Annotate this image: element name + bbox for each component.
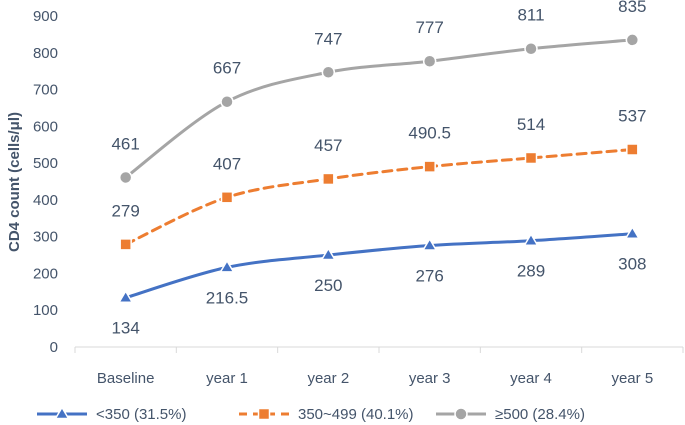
y-tick-label: 500 — [33, 155, 58, 172]
legend-marker — [54, 406, 70, 420]
legend-item-3: ≥500 (28.4%) — [436, 406, 585, 423]
data-label: 279 — [111, 201, 139, 220]
data-point — [118, 290, 133, 303]
data-label: 250 — [314, 276, 342, 295]
legend-marker — [454, 407, 468, 421]
x-tick-label: year 2 — [307, 370, 349, 387]
y-axis-label: CD4 count (cells/μl) — [6, 112, 23, 252]
axes: 0 100 200 300 400 500 600 700 800 900 Baseline year… — [33, 8, 684, 387]
data-point — [625, 226, 640, 239]
legend: <350 (31.5%) 350~499 (40.1%) ≥500 (28.4%) — [37, 406, 585, 423]
data-label: 457 — [314, 136, 342, 155]
y-tick-label: 200 — [33, 265, 58, 282]
y-tick-label: 700 — [33, 82, 58, 99]
y-tick-label: 900 — [33, 8, 58, 25]
data-point — [321, 65, 336, 80]
series-line — [124, 148, 634, 246]
legend-label: 350~499 (40.1%) — [298, 406, 414, 423]
data-label: 811 — [517, 6, 544, 25]
data-label: 461 — [111, 134, 139, 153]
x-tick-label: year 4 — [510, 370, 552, 387]
series-line — [124, 232, 634, 300]
data-point — [422, 238, 437, 251]
data-point — [220, 191, 234, 204]
series-2 — [119, 143, 639, 251]
series-line — [124, 38, 634, 179]
data-point — [423, 160, 436, 173]
x-tick-label: year 1 — [206, 370, 248, 387]
y-tick-label: 800 — [33, 45, 58, 62]
data-point — [524, 151, 538, 165]
data-point — [524, 41, 538, 56]
series-layer — [118, 33, 640, 303]
y-tick-label: 600 — [33, 118, 58, 135]
data-label: 835 — [618, 0, 646, 16]
x-tick-label: year 3 — [409, 370, 451, 387]
data-point — [220, 94, 234, 109]
data-label: 289 — [517, 262, 545, 281]
data-label: 134 — [111, 319, 139, 338]
data-label: 490.5 — [408, 124, 451, 143]
data-point — [219, 260, 235, 273]
data-point — [119, 238, 132, 251]
legend-label: <350 (31.5%) — [96, 406, 186, 423]
series-1 — [118, 226, 640, 303]
data-label: 667 — [213, 59, 241, 78]
data-point — [118, 170, 133, 185]
data-label: 537 — [618, 107, 646, 126]
data-point — [625, 33, 640, 47]
data-label: 407 — [213, 154, 241, 173]
legend-marker — [257, 407, 271, 421]
data-label: 777 — [415, 18, 443, 37]
y-tick-label: 300 — [33, 229, 58, 246]
data-label: 747 — [314, 29, 342, 48]
data-label: 514 — [517, 115, 545, 134]
x-tick-label: Baseline — [97, 370, 155, 387]
y-tick-label: 100 — [33, 302, 58, 319]
data-point — [322, 172, 335, 186]
y-tick-label: 400 — [33, 192, 58, 209]
data-point — [321, 247, 336, 261]
series-3 — [118, 33, 640, 185]
legend-item-2: 350~499 (40.1%) — [239, 406, 414, 423]
data-label: 216.5 — [206, 288, 249, 307]
data-label: 276 — [415, 266, 443, 285]
legend-item-1: <350 (31.5%) — [37, 406, 186, 423]
y-tick-label: 0 — [50, 339, 58, 356]
data-point — [422, 54, 437, 68]
data-point — [523, 233, 539, 246]
data-label: 308 — [618, 255, 646, 274]
x-tick-label: year 5 — [611, 370, 653, 387]
legend-label: ≥500 (28.4%) — [495, 406, 585, 423]
data-labels: 134 216.5 250 276 289 308 279 407 457 490.5 514 537… — [111, 0, 646, 338]
data-point — [626, 143, 639, 156]
